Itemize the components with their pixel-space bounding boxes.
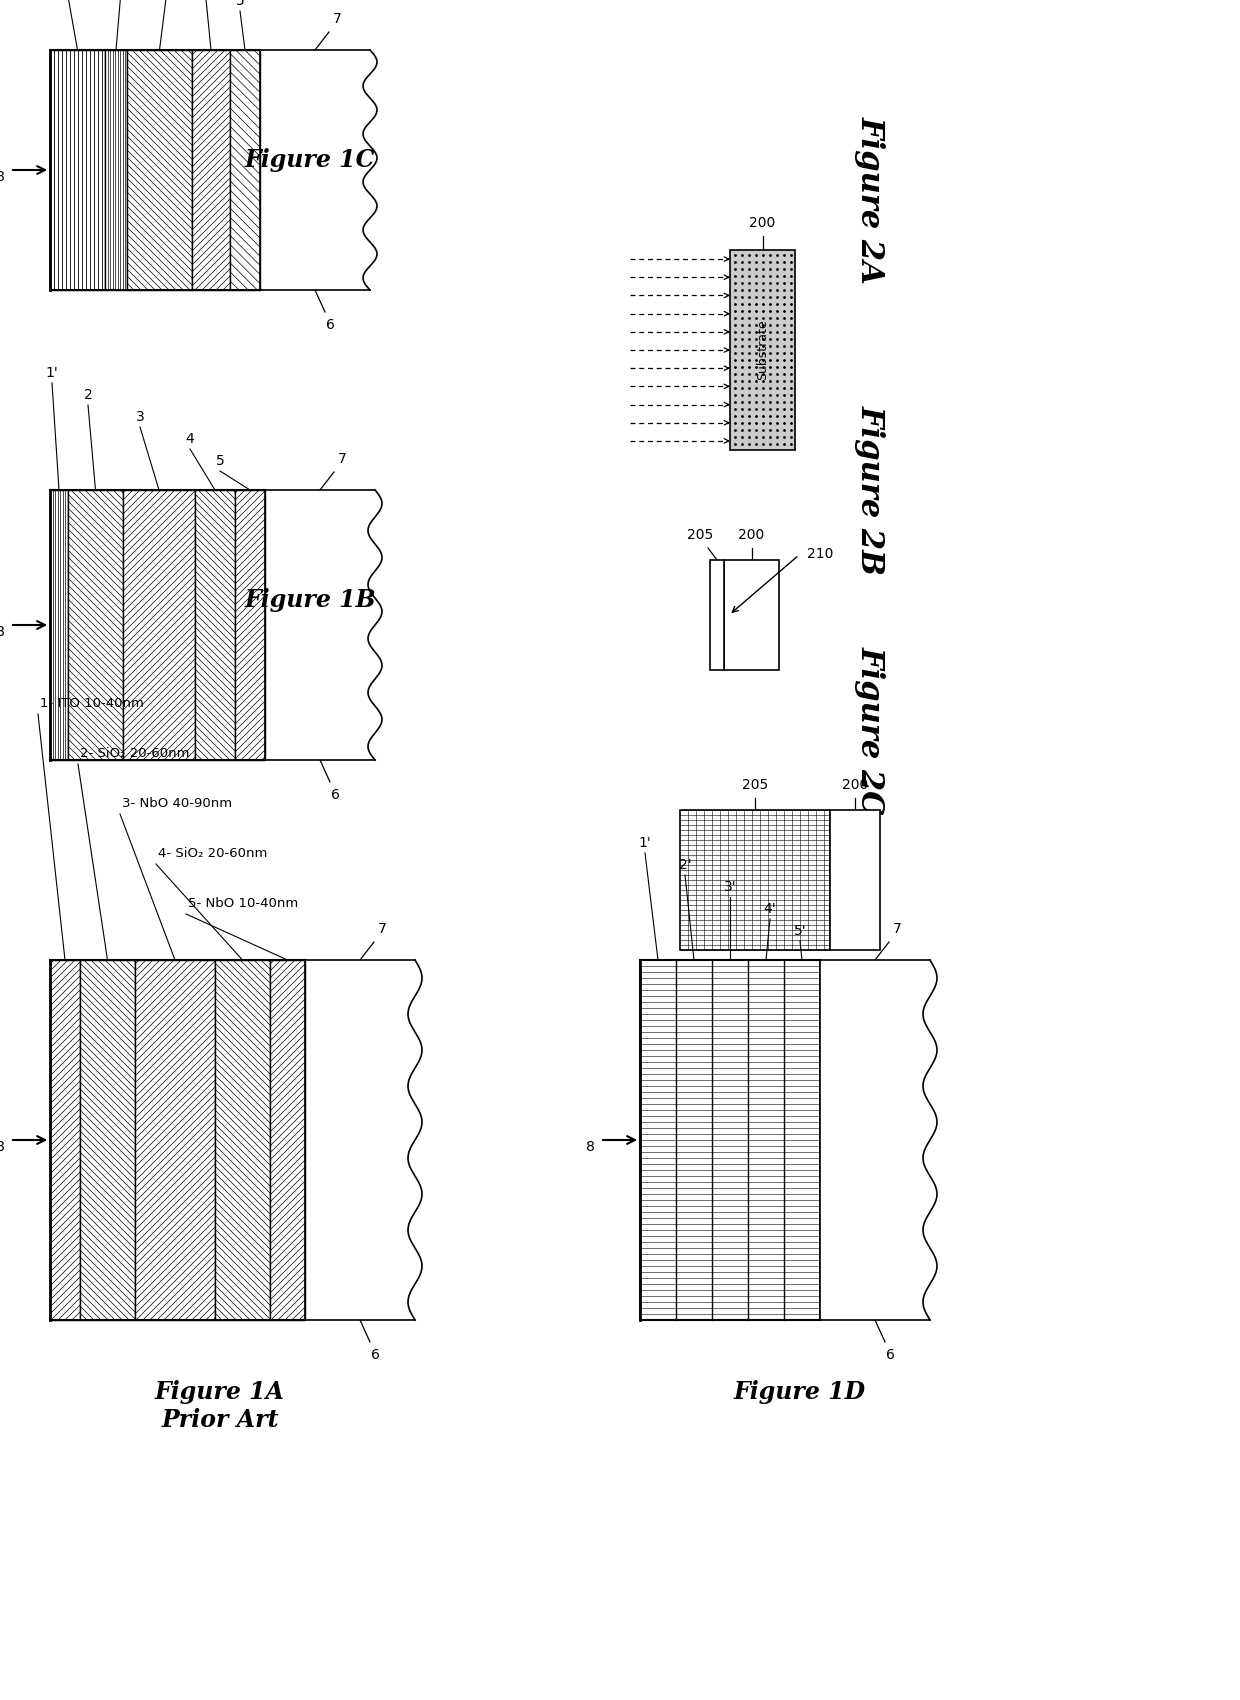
Text: Figure 1D: Figure 1D — [734, 1380, 866, 1404]
Text: Figure 1B: Figure 1B — [244, 588, 376, 612]
Bar — [640, 960, 820, 1319]
Text: 205: 205 — [687, 529, 713, 542]
Bar — [830, 809, 880, 950]
Text: 3': 3' — [724, 881, 737, 894]
Text: 7: 7 — [332, 12, 341, 26]
Text: 6: 6 — [371, 1348, 379, 1362]
Bar — [81, 960, 135, 1319]
Bar — [215, 960, 270, 1319]
Text: 200: 200 — [842, 779, 868, 792]
Text: 5': 5' — [794, 925, 806, 938]
Text: 7: 7 — [893, 921, 901, 937]
Text: 200: 200 — [749, 216, 776, 230]
Text: 3: 3 — [135, 410, 144, 423]
Bar — [265, 490, 374, 760]
Text: 7: 7 — [378, 921, 387, 937]
Bar — [105, 49, 126, 291]
Bar — [260, 49, 370, 291]
Bar — [270, 960, 305, 1319]
Text: 8: 8 — [0, 170, 5, 184]
Bar — [68, 490, 123, 760]
Text: 210: 210 — [807, 547, 833, 561]
Text: 1- ITO 10-40nm: 1- ITO 10-40nm — [40, 697, 144, 711]
Text: Figure 1C: Figure 1C — [244, 148, 376, 172]
Text: Figure 2A: Figure 2A — [854, 116, 885, 284]
Text: Figure 1A: Figure 1A — [155, 1380, 285, 1404]
Text: Prior Art: Prior Art — [161, 1408, 279, 1431]
Text: 4- SiO₂ 20-60nm: 4- SiO₂ 20-60nm — [157, 847, 268, 860]
Text: Figure 2B: Figure 2B — [854, 405, 885, 575]
Text: 4: 4 — [186, 432, 195, 445]
Text: 205: 205 — [742, 779, 768, 792]
Bar — [711, 559, 724, 670]
Text: 5: 5 — [236, 0, 244, 8]
Bar — [820, 960, 930, 1319]
Text: 6: 6 — [331, 789, 340, 802]
Text: 8: 8 — [585, 1141, 594, 1154]
Text: 1': 1' — [639, 836, 651, 850]
Bar — [50, 960, 81, 1319]
Bar — [305, 960, 415, 1319]
Bar — [724, 559, 779, 670]
Text: 2': 2' — [678, 858, 692, 872]
Bar — [192, 49, 229, 291]
Text: 5: 5 — [216, 454, 224, 468]
Text: Figure 2C: Figure 2C — [854, 646, 885, 814]
Text: Substrate: Substrate — [756, 320, 769, 381]
Bar — [135, 960, 215, 1319]
Text: 6: 6 — [326, 318, 335, 332]
Text: 2- SiO₂ 20-60nm: 2- SiO₂ 20-60nm — [81, 746, 190, 760]
Text: 8: 8 — [0, 1141, 5, 1154]
Text: 1': 1' — [46, 366, 58, 381]
Bar — [50, 49, 105, 291]
Bar — [236, 490, 265, 760]
Bar — [730, 250, 795, 450]
Text: 3- NbO 40-90nm: 3- NbO 40-90nm — [122, 797, 232, 809]
Bar — [680, 809, 830, 950]
Bar — [123, 490, 195, 760]
Text: 200: 200 — [738, 529, 765, 542]
Text: 7: 7 — [337, 452, 346, 466]
Text: 5- NbO 10-40nm: 5- NbO 10-40nm — [188, 898, 299, 910]
Bar — [50, 490, 68, 760]
Text: 8: 8 — [0, 626, 5, 639]
Text: 6: 6 — [885, 1348, 894, 1362]
Text: 2: 2 — [83, 388, 92, 401]
Bar — [229, 49, 260, 291]
Bar — [195, 490, 236, 760]
Text: 4': 4' — [764, 903, 776, 916]
Bar — [126, 49, 192, 291]
